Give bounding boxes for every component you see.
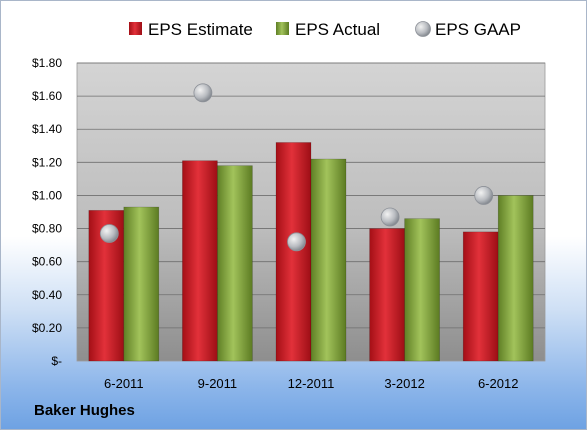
- bars: [88, 142, 534, 362]
- bar-eps-estimate: [275, 142, 312, 362]
- x-tick-label: 3-2012: [384, 376, 424, 391]
- y-tick-label: $0.60: [32, 255, 62, 269]
- y-tick-label: $1.00: [32, 188, 62, 202]
- bar-eps-actual: [310, 158, 347, 362]
- y-tick-label: $1.60: [32, 89, 62, 103]
- bar-eps-estimate: [462, 231, 499, 362]
- bar-eps-actual: [404, 218, 440, 362]
- point-eps-gaap: [474, 186, 494, 205]
- x-tick-label: 12-2011: [288, 376, 335, 391]
- legend: EPS Estimate EPS Actual EPS GAAP: [129, 20, 521, 39]
- point-eps-gaap: [193, 83, 213, 103]
- bar-eps-estimate: [369, 228, 405, 362]
- gaap-points: [99, 83, 494, 252]
- x-axis: 6-2011 9-2011 12-2011 3-2012 6-2012: [104, 376, 518, 391]
- legend-label: EPS Estimate: [148, 20, 253, 39]
- legend-label: EPS GAAP: [435, 20, 521, 39]
- point-eps-gaap: [287, 232, 306, 252]
- legend-label: EPS Actual: [295, 20, 380, 39]
- x-tick-label: 6-2011: [104, 376, 144, 391]
- bar-eps-actual: [217, 165, 253, 362]
- x-tick-label: 9-2011: [198, 376, 238, 391]
- bar-eps-actual: [497, 195, 534, 362]
- y-axis: $- $0.20 $0.40 $0.60 $0.80 $1.00 $1.20 $1.40 $1.…: [32, 56, 62, 368]
- legend-swatch: [129, 22, 142, 35]
- y-tick-label: $0.20: [32, 321, 62, 335]
- y-tick-label: $-: [51, 354, 62, 368]
- y-tick-label: $0.40: [32, 288, 62, 302]
- y-tick-label: $1.20: [32, 155, 62, 169]
- point-eps-gaap: [99, 224, 119, 243]
- point-eps-gaap: [380, 207, 400, 227]
- y-tick-label: $0.80: [32, 222, 62, 236]
- y-tick-label: $1.40: [32, 122, 62, 136]
- y-tick-label: $1.80: [32, 56, 62, 70]
- company-name: Baker Hughes: [34, 402, 135, 419]
- x-tick-label: 6-2012: [478, 376, 518, 391]
- bar-eps-actual: [123, 206, 160, 362]
- legend-swatch: [415, 21, 431, 37]
- bar-eps-estimate: [182, 160, 218, 362]
- legend-swatch: [276, 22, 289, 35]
